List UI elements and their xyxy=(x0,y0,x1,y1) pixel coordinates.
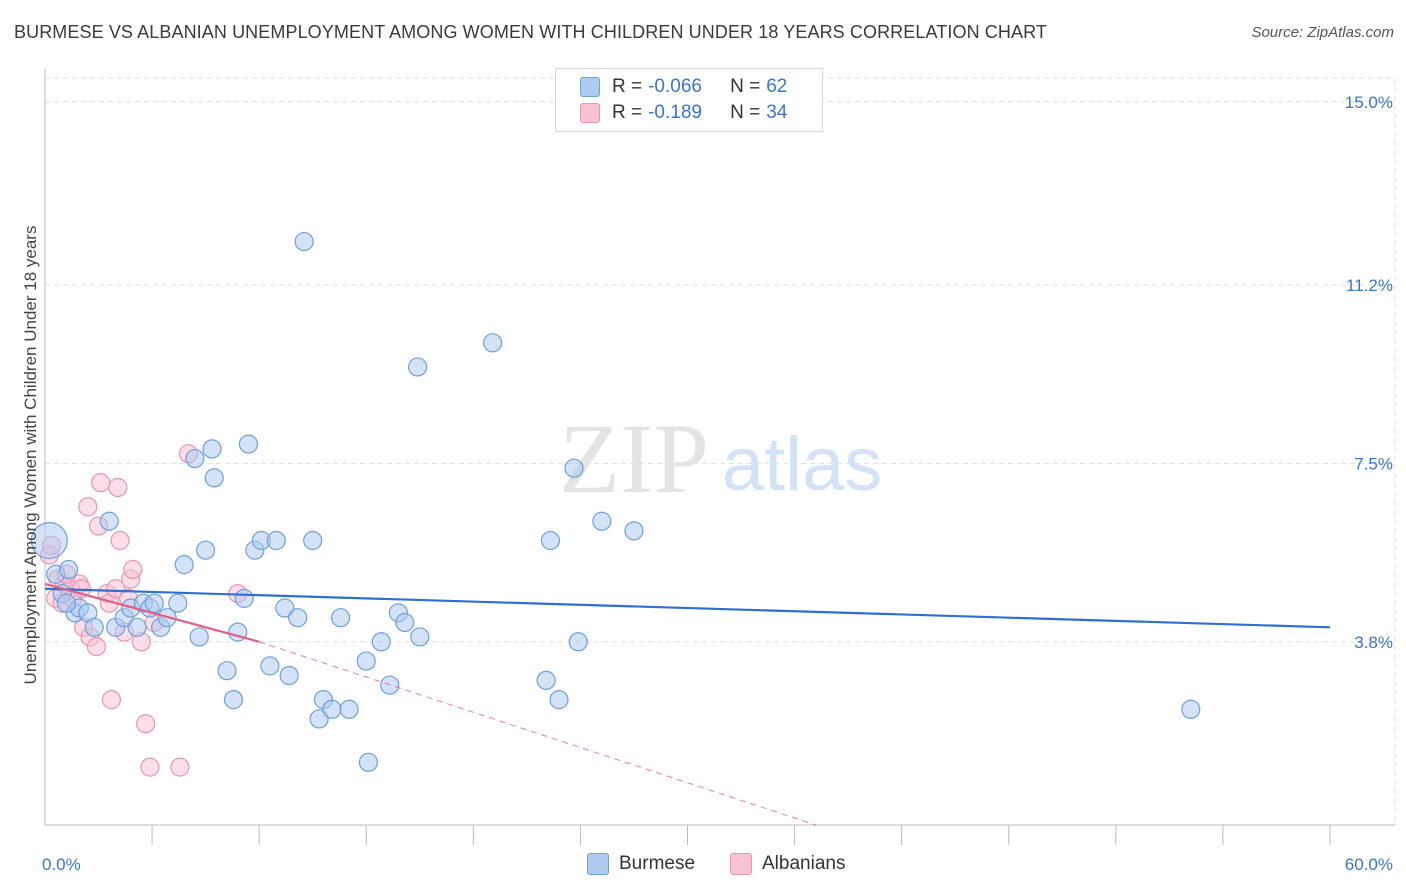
legend-r-value: -0.066 xyxy=(648,76,702,97)
burmese-point xyxy=(168,593,188,613)
burmese-point xyxy=(356,651,376,671)
legend-row-burmese: R = -0.066 N = 62 xyxy=(580,75,787,99)
burmese-point xyxy=(266,530,286,551)
legend-n-label: N = xyxy=(730,102,761,123)
legend-row-albanians: R = -0.189 N = 34 xyxy=(580,101,787,125)
burmese-point xyxy=(309,709,329,729)
albanian-point xyxy=(110,530,130,551)
albanian-legend-label: Albanians xyxy=(762,853,846,874)
trendlines xyxy=(44,582,1331,826)
burmese-point xyxy=(483,333,503,353)
burmese-legend-swatch xyxy=(587,853,609,875)
burmese-point xyxy=(84,617,104,637)
legend-n-value: 62 xyxy=(766,76,788,97)
y-axis-label: Unemployment Among Women with Children U… xyxy=(21,226,40,685)
burmese-trendline xyxy=(44,587,1331,629)
albanian-point xyxy=(78,497,98,517)
burmese-point xyxy=(536,670,556,690)
albanian-point xyxy=(140,757,160,777)
albanian-point xyxy=(91,473,111,493)
burmese-point xyxy=(174,555,194,575)
bottom-legend-albanians: Albanians xyxy=(730,852,845,876)
legend-n-label: N = xyxy=(730,76,761,97)
albanian-trendline xyxy=(44,582,260,643)
burmese-point xyxy=(549,690,569,710)
burmese-point xyxy=(339,699,359,719)
burmese-point xyxy=(279,665,299,686)
tick-labels: 3.8% 7.5% 11.2% 15.0% 0.0% 60.0% xyxy=(42,93,1393,874)
bottom-legend-burmese: Burmese xyxy=(587,852,695,876)
albanian-point xyxy=(101,690,121,710)
albanian-point xyxy=(106,579,126,599)
albanian-point xyxy=(86,636,107,657)
albanian-point xyxy=(108,477,128,498)
burmese-point xyxy=(99,511,119,531)
burmese-point xyxy=(30,521,68,560)
burmese-point xyxy=(217,661,237,681)
y-tick-label: 15.0% xyxy=(1345,93,1393,112)
burmese-series xyxy=(30,231,1201,772)
burmese-point xyxy=(322,699,342,719)
burmese-point xyxy=(204,468,224,488)
albanian-legend-swatch xyxy=(730,853,752,875)
burmese-point xyxy=(303,530,323,551)
burmese-point xyxy=(144,593,164,613)
legend-n-value: 34 xyxy=(766,102,788,123)
burmese-point xyxy=(260,656,280,676)
burmese-point xyxy=(592,511,612,531)
grid xyxy=(45,77,1396,825)
burmese-legend-label: Burmese xyxy=(619,853,696,874)
albanian-swatch xyxy=(580,103,600,123)
burmese-point xyxy=(238,434,259,454)
burmese-point xyxy=(371,632,391,652)
burmese-point xyxy=(223,690,244,710)
burmese-point xyxy=(275,598,295,618)
burmese-point xyxy=(56,593,77,613)
burmese-point xyxy=(624,521,644,541)
legend-r-value: -0.189 xyxy=(648,102,702,123)
burmese-point xyxy=(540,530,561,551)
burmese-point xyxy=(408,357,428,377)
burmese-point xyxy=(1181,699,1201,719)
burmese-point xyxy=(330,608,351,628)
albanian-point xyxy=(170,757,190,777)
albanian-point xyxy=(136,714,156,734)
burmese-point xyxy=(568,632,588,652)
x-tick-label: 0.0% xyxy=(42,855,81,874)
burmese-point xyxy=(288,608,308,628)
watermark-zip: ZIP xyxy=(559,403,709,514)
burmese-point xyxy=(294,231,314,252)
y-tick-label: 11.2% xyxy=(1346,276,1393,295)
burmese-point xyxy=(185,448,205,469)
y-tick-label: 3.8% xyxy=(1354,633,1393,652)
watermark-atlas: atlas xyxy=(722,422,883,507)
burmese-point xyxy=(564,458,584,478)
albanian-point xyxy=(123,559,143,580)
albanian-trendline-extension xyxy=(259,641,817,826)
legend-r-label: R = xyxy=(612,102,643,123)
burmese-point xyxy=(58,559,79,580)
y-tick-label: 7.5% xyxy=(1354,454,1393,473)
correlation-legend: R = -0.066 N = 62 R = -0.189 N = 34 xyxy=(555,68,823,132)
legend-r-label: R = xyxy=(612,76,643,97)
x-tick-label: 60.0% xyxy=(1345,855,1393,874)
burmese-point xyxy=(202,439,222,459)
burmese-point xyxy=(234,588,254,608)
burmese-point xyxy=(189,627,209,647)
burmese-point xyxy=(127,617,147,637)
source-credit: Source: ZipAtlas.com xyxy=(1251,24,1394,41)
burmese-point xyxy=(196,540,216,560)
burmese-point xyxy=(395,612,415,633)
chart-title: BURMESE VS ALBANIAN UNEMPLOYMENT AMONG W… xyxy=(14,22,1047,42)
burmese-point xyxy=(358,752,378,772)
axes xyxy=(44,68,1395,845)
burmese-swatch xyxy=(580,77,600,97)
burmese-point xyxy=(410,627,430,647)
